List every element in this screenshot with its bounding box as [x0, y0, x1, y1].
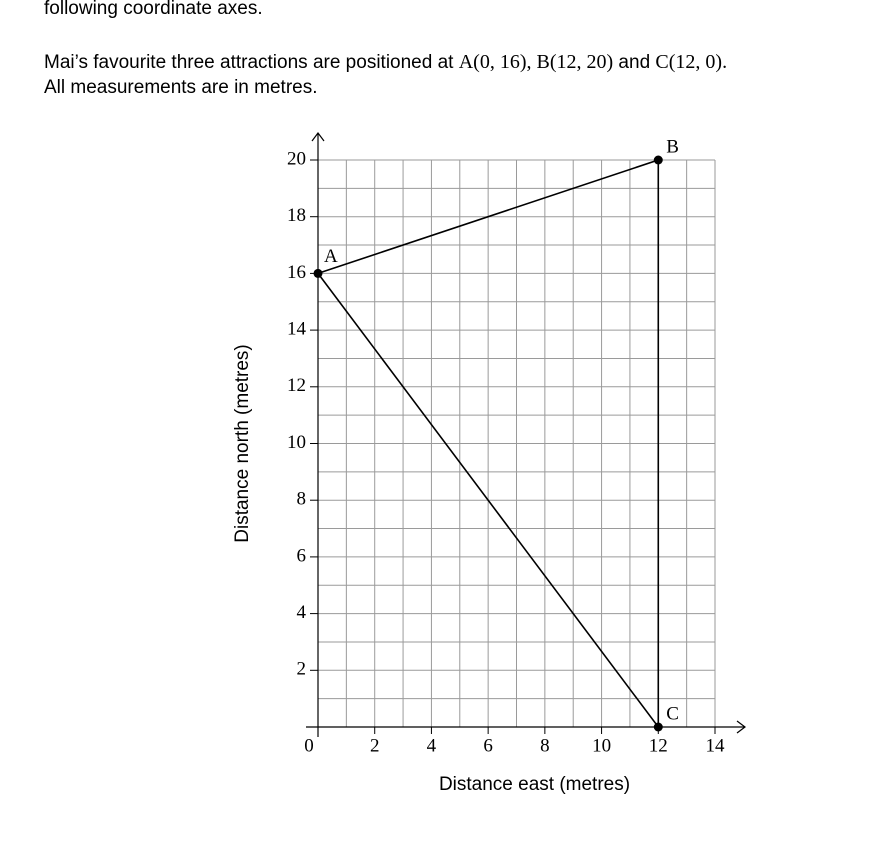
- y-tick-label: 20: [287, 148, 306, 169]
- y-tick-label: 16: [287, 262, 306, 283]
- point-ref: C(12, 0): [655, 51, 723, 73]
- y-axis-arrow: [311, 132, 325, 142]
- y-tick-label: 14: [287, 318, 307, 339]
- y-tick-label: 8: [297, 489, 307, 510]
- point-label: C: [666, 703, 679, 724]
- point: [313, 268, 323, 278]
- x-axis-arrow: [736, 720, 746, 734]
- x-tick-label: 10: [592, 735, 611, 756]
- point-label: B: [666, 136, 679, 157]
- point-ref: A(0, 16): [458, 51, 527, 73]
- x-tick-label: 2: [370, 735, 380, 756]
- x-tick-label: 4: [427, 735, 437, 756]
- x-tick-label: 6: [483, 735, 493, 756]
- x-axis-title: Distance east (metres): [439, 774, 630, 795]
- text: ,: [526, 51, 537, 73]
- x-tick-label: 0: [304, 735, 314, 756]
- x-tick-label: 14: [706, 735, 726, 756]
- y-tick-label: 4: [297, 602, 307, 623]
- point: [653, 155, 663, 165]
- y-axis-title: Distance north (metres): [232, 344, 253, 543]
- y-tick-label: 2: [297, 659, 307, 680]
- point-ref: B(12, 20): [536, 51, 614, 73]
- text-line: Mai’s favourite three attractions are po…: [44, 51, 727, 74]
- point: [653, 722, 663, 732]
- text: Mai’s favourite three attractions are po…: [44, 52, 459, 73]
- y-tick-label: 10: [287, 432, 306, 453]
- y-tick-label: 6: [297, 545, 307, 566]
- text-line: All measurements are in metres.: [44, 77, 318, 98]
- text: and: [613, 52, 656, 73]
- x-tick-label: 8: [540, 735, 550, 756]
- y-tick-label: 12: [287, 375, 306, 396]
- text-line: following coordinate axes.: [44, 0, 263, 19]
- y-tick-label: 18: [287, 205, 306, 226]
- triangle: [316, 158, 660, 730]
- point-label: A: [324, 246, 338, 267]
- x-tick-label: 12: [649, 735, 668, 756]
- text: .: [722, 51, 728, 73]
